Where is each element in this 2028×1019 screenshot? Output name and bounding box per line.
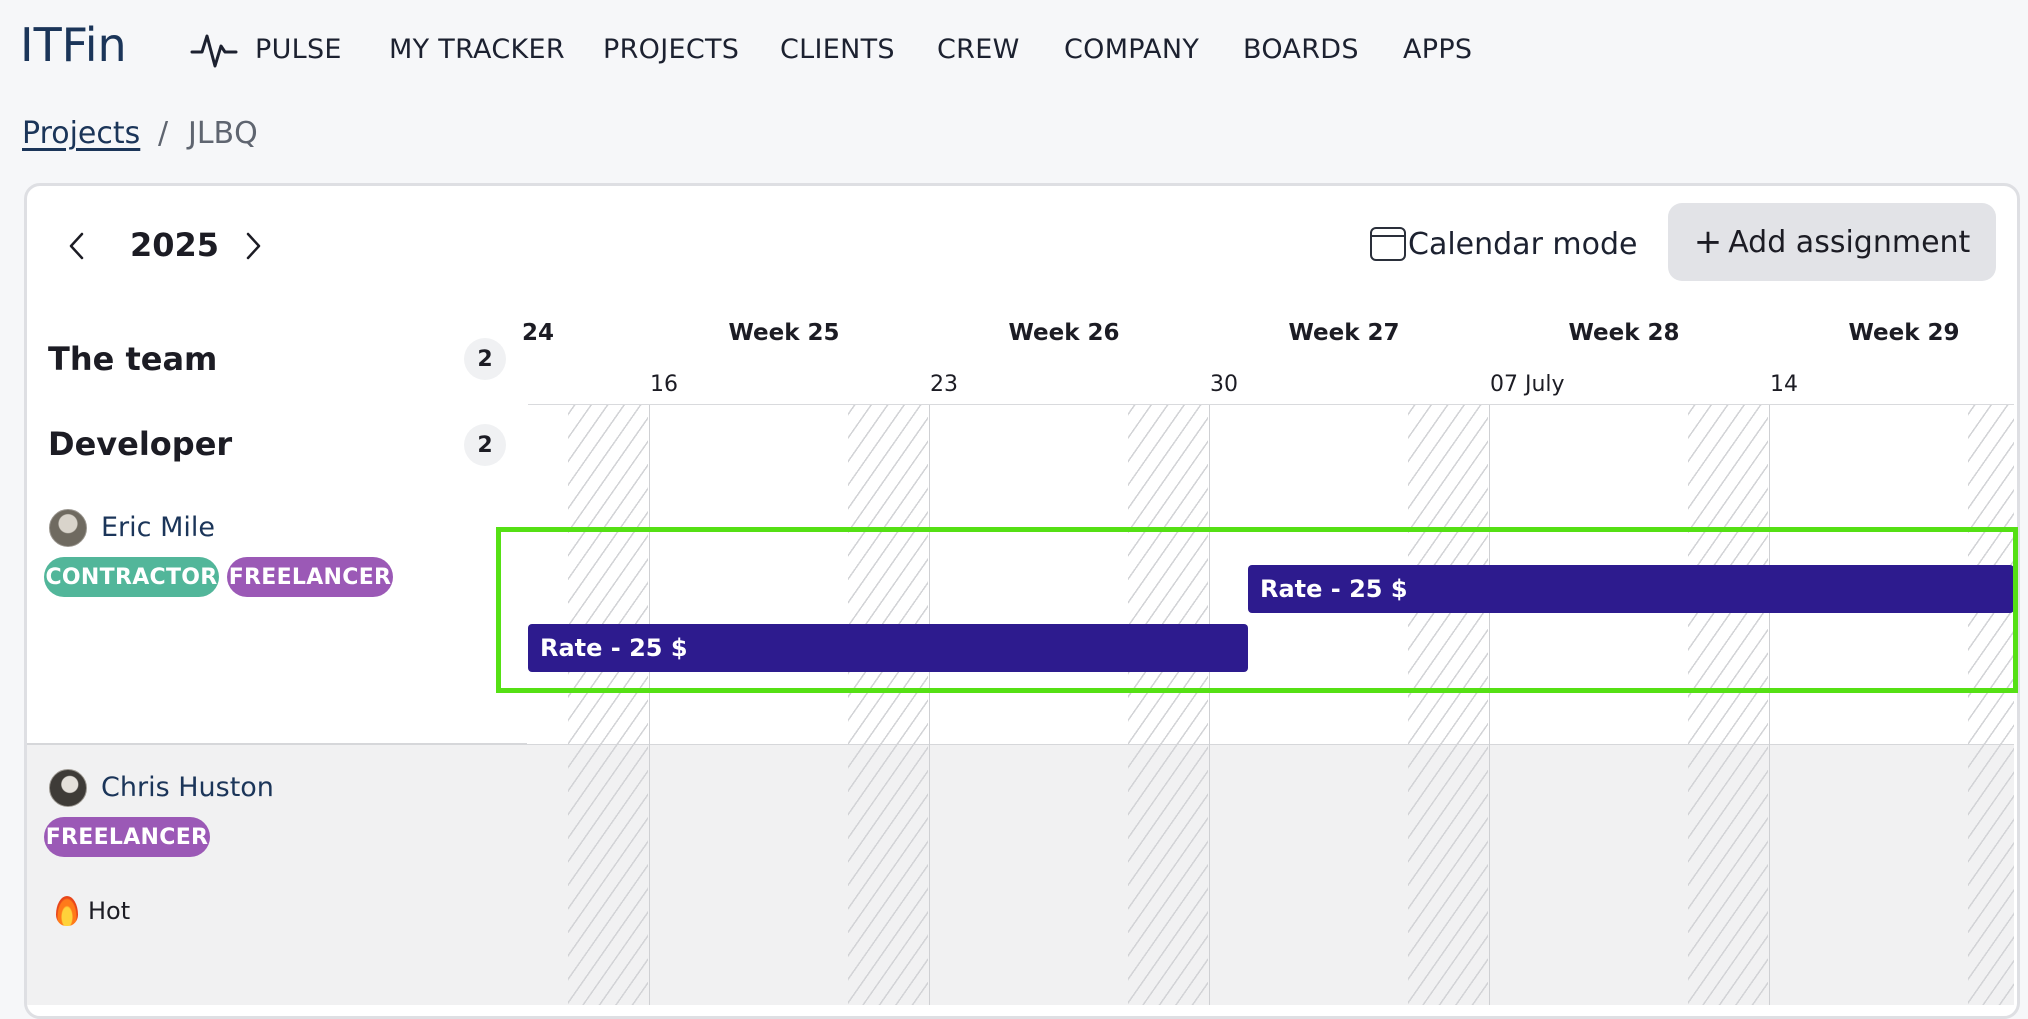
- week-gridline: [649, 405, 650, 1005]
- chevron-right-icon[interactable]: [238, 228, 268, 264]
- calendar-mode-toggle[interactable]: Calendar mode: [1370, 224, 1638, 264]
- weekend-shade: [848, 405, 928, 1005]
- assignment-bar[interactable]: Rate - 25 $: [528, 624, 1248, 672]
- weekend-shade: [1968, 405, 2014, 1005]
- week-label: Week 25: [728, 320, 840, 346]
- tag-freelancer: FREELANCER: [44, 817, 210, 857]
- role-count-badge: 2: [464, 424, 506, 466]
- breadcrumb-projects-link[interactable]: Projects: [22, 116, 141, 151]
- weekend-shade: [1408, 405, 1488, 1005]
- week-label: Week 28: [1568, 320, 1680, 346]
- member-name[interactable]: Chris Huston: [101, 772, 274, 803]
- top-navigation: ITFin PULSE MY TRACKER PROJECTS CLIENTS …: [0, 0, 2028, 100]
- year-label: 2025: [130, 226, 220, 264]
- nav-apps[interactable]: APPS: [1403, 34, 1473, 65]
- week-label: Week 26: [1008, 320, 1120, 346]
- assignment-bar[interactable]: Rate - 25 $: [1248, 565, 2014, 613]
- weekend-shade: [1128, 405, 1208, 1005]
- status-label: Hot: [88, 897, 131, 925]
- week-gridline: [1489, 405, 1490, 1005]
- nav-my-tracker[interactable]: MY TRACKER: [389, 34, 565, 65]
- nav-boards[interactable]: BOARDS: [1243, 34, 1359, 65]
- date-label: 07 July: [1490, 372, 1565, 397]
- avatar[interactable]: [49, 769, 87, 807]
- tag-contractor: CONTRACTOR: [44, 557, 219, 597]
- member-name[interactable]: Eric Mile: [101, 512, 215, 543]
- date-label: 14: [1770, 372, 1798, 397]
- status-hot: Hot: [56, 896, 130, 926]
- app-logo[interactable]: ITFin: [20, 18, 127, 72]
- week-label: Week 27: [1288, 320, 1400, 346]
- breadcrumb-separator: /: [158, 116, 169, 151]
- timeline-grid[interactable]: [528, 405, 2014, 1005]
- add-assignment-label: Add assignment: [1728, 224, 1971, 260]
- week-gridline: [1769, 405, 1770, 1005]
- nav-company[interactable]: COMPANY: [1064, 34, 1200, 65]
- tag-freelancer: FREELANCER: [227, 557, 393, 597]
- team-title: The team: [48, 340, 218, 378]
- calendar-mode-label: Calendar mode: [1408, 226, 1638, 262]
- date-label: 30: [1210, 372, 1238, 397]
- avatar[interactable]: [49, 509, 87, 547]
- nav-clients[interactable]: CLIENTS: [780, 34, 895, 65]
- pulse-icon[interactable]: [190, 28, 238, 72]
- nav-pulse[interactable]: PULSE: [255, 34, 342, 65]
- plus-icon: +: [1693, 222, 1723, 262]
- calendar-icon: [1370, 227, 1406, 261]
- nav-projects[interactable]: PROJECTS: [603, 34, 740, 65]
- row-divider: [27, 743, 527, 744]
- nav-crew[interactable]: CREW: [937, 34, 1020, 65]
- date-label: 16: [650, 372, 678, 397]
- timeline-header-divider: [528, 404, 2014, 405]
- breadcrumb-current: JLBQ: [188, 116, 258, 151]
- date-label: 23: [930, 372, 958, 397]
- weekend-shade: [568, 405, 648, 1005]
- member-row-chris: [27, 744, 2014, 1005]
- week-label: 24: [521, 320, 555, 346]
- weekend-shade: [1688, 405, 1768, 1005]
- week-gridline: [1209, 405, 1210, 1005]
- week-gridline: [929, 405, 930, 1005]
- team-count-badge: 2: [464, 338, 506, 380]
- chevron-left-icon[interactable]: [62, 228, 92, 264]
- fire-icon: [56, 896, 78, 926]
- role-title: Developer: [48, 425, 233, 463]
- add-assignment-button[interactable]: + Add assignment: [1668, 203, 1996, 281]
- week-label: Week 29: [1848, 320, 1960, 346]
